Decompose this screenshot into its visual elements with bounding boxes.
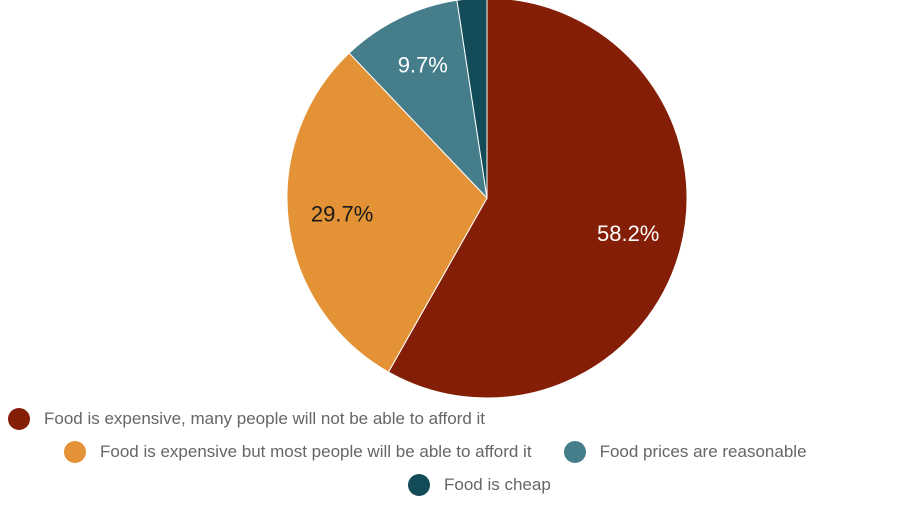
legend-swatch-cheap [408, 474, 430, 496]
legend-item-cheap: Food is cheap [408, 474, 551, 496]
legend-label-expensive-affordable: Food is expensive but most people will b… [100, 442, 532, 461]
pie-data-label-food-is-expensive-many-people-will-not-be-able-to-afford-it: 58.2% [597, 221, 659, 246]
pie-slice-food-is-cheap [456, 0, 488, 199]
pie-data-label-food-prices-are-reasonable: 9.7% [398, 53, 448, 78]
legend-swatch-reasonable [563, 441, 586, 463]
pie-slice-food-prices-are-reasonable [348, 0, 488, 200]
legend-item-reasonable: Food prices are reasonable [563, 441, 807, 463]
legend-label-expensive-unaffordable: Food is expensive, many people will not … [44, 409, 486, 428]
pie-slice-food-is-expensive-many-people-will-not-be-able-to-afford-it [387, 0, 688, 399]
legend-swatch-expensive-unaffordable [8, 408, 30, 430]
legend-item-expensive-unaffordable: Food is expensive, many people will not … [8, 408, 485, 430]
legend-row-2: Food is expensive but most people will b… [64, 441, 807, 463]
legend-label-cheap: Food is cheap [444, 475, 551, 494]
pie-chart-svg: 58.2% 29.7% 9.7% [286, 0, 688, 399]
legend-swatch-expensive-affordable [64, 441, 86, 463]
pie-data-label-food-is-expensive-but-most-people-will-be-able-to-afford-it: 29.7% [311, 202, 373, 227]
legend-row-1: Food is expensive, many people will not … [8, 408, 485, 430]
pie-slice-food-is-expensive-but-most-people-will-be-able-to-afford-it [286, 52, 488, 373]
legend-row-3: Food is cheap [408, 474, 551, 496]
legend-item-expensive-affordable: Food is expensive but most people will b… [64, 441, 532, 463]
legend-label-reasonable: Food prices are reasonable [599, 442, 807, 461]
